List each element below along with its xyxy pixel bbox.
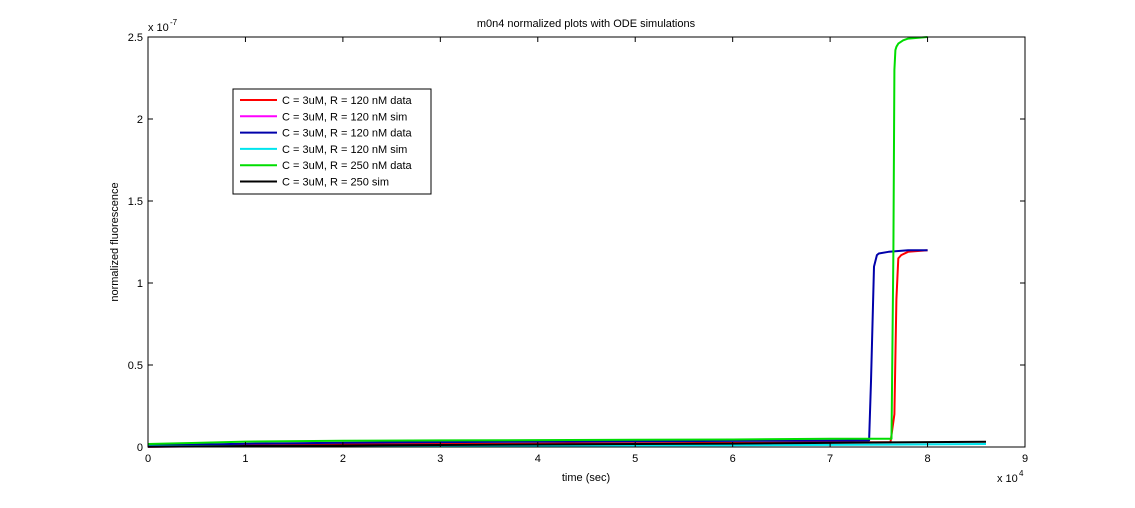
legend-label: C = 3uM, R = 120 nM data [282, 95, 413, 107]
legend: C = 3uM, R = 120 nM data C = 3uM, R = 120… [232, 88, 432, 195]
x-tick-label: 0 [145, 453, 151, 465]
x-tick-label: 6 [730, 453, 736, 465]
y-axis-multiplier: x 10 [148, 22, 169, 34]
x-tick-label: 7 [827, 453, 833, 465]
legend-label: C = 3uM, R = 250 sim [282, 177, 389, 189]
y-axis-label: normalized fluorescence [109, 182, 121, 301]
series-layer [147, 36, 987, 448]
series-line-6 [147, 440, 987, 448]
y-tick-label: 1 [137, 278, 143, 290]
y-axis: 0 0.5 1 1.5 2 2.5 [128, 32, 1025, 454]
series-line-5 [147, 36, 928, 445]
x-tick-label: 4 [535, 453, 541, 465]
x-axis: 0 1 2 3 4 5 6 7 8 9 [145, 37, 1028, 465]
y-tick-label: 0 [137, 442, 143, 454]
legend-label: C = 3uM, R = 250 nM data [282, 160, 413, 172]
x-axis-multiplier: x 10 [997, 473, 1018, 485]
axes-box [147, 36, 1026, 448]
y-tick-label: 2.5 [128, 32, 143, 44]
x-tick-label: 1 [242, 453, 248, 465]
x-tick-label: 8 [924, 453, 930, 465]
x-tick-label: 2 [340, 453, 346, 465]
x-axis-exponent: 4 [1019, 469, 1024, 478]
y-tick-label: 2 [137, 114, 143, 126]
y-tick-label: 1.5 [128, 196, 143, 208]
legend-label: C = 3uM, R = 120 nM sim [282, 111, 407, 123]
x-axis-label: time (sec) [562, 472, 610, 484]
legend-label: C = 3uM, R = 120 nM sim [282, 144, 407, 156]
chart-title: m0n4 normalized plots with ODE simulatio… [477, 18, 696, 30]
series-line-3 [147, 249, 928, 447]
x-tick-label: 3 [437, 453, 443, 465]
x-tick-label: 5 [632, 453, 638, 465]
legend-label: C = 3uM, R = 120 nM data [282, 128, 413, 140]
y-tick-label: 0.5 [128, 360, 143, 372]
x-tick-label: 9 [1022, 453, 1028, 465]
legend-box [232, 88, 432, 195]
y-axis-exponent: -7 [170, 18, 178, 27]
